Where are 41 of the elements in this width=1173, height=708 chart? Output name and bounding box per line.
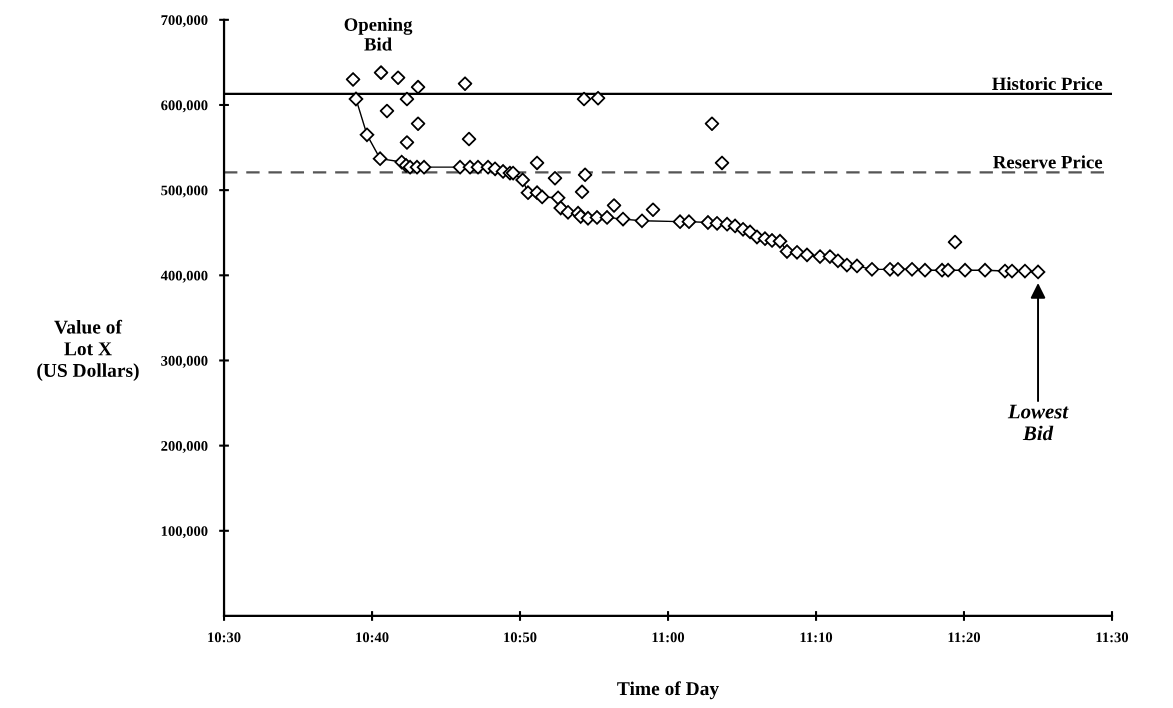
point — [399, 135, 415, 150]
point — [704, 116, 720, 131]
point — [714, 155, 730, 171]
point — [574, 184, 590, 200]
x-axis-title: Time of Day — [617, 681, 719, 700]
point — [577, 167, 593, 183]
point — [410, 116, 426, 131]
point — [547, 170, 563, 186]
x-tick-label: 10:50 — [504, 632, 537, 643]
x-tick-label: 11:00 — [652, 632, 685, 643]
y-tick-label: 500,000 — [161, 185, 208, 198]
y-tick-label: 300,000 — [161, 355, 208, 368]
annotation: Opening Bid — [344, 17, 413, 51]
y-tick-label: 400,000 — [160, 270, 208, 283]
point — [379, 103, 395, 119]
point — [606, 198, 622, 213]
x-tick-label: 11:30 — [1096, 632, 1129, 643]
point — [399, 91, 415, 107]
point — [645, 202, 661, 218]
y-axis-title: Value of Lot X (US Dollars) — [37, 319, 139, 381]
point — [590, 90, 606, 106]
x-tick-label: 10:30 — [208, 632, 241, 643]
annotation: Lowest Bid — [1007, 404, 1069, 441]
x-tick-label: 10:40 — [356, 632, 389, 643]
point — [529, 155, 545, 171]
point — [410, 79, 426, 95]
y-tick-label: 600,000 — [161, 100, 208, 113]
point — [461, 131, 477, 147]
point — [457, 76, 473, 91]
y-tick-label: 100,000 — [161, 526, 208, 539]
x-tick-label: 11:10 — [800, 632, 833, 643]
y-tick-label: 700,000 — [161, 15, 208, 28]
point — [576, 91, 592, 107]
point — [373, 65, 389, 80]
x-tick-label: 11:20 — [948, 632, 981, 643]
point — [947, 234, 963, 250]
point — [345, 72, 361, 87]
y-tick-label: 200,000 — [161, 441, 208, 453]
ref-line-label: Historic Price — [992, 76, 1103, 91]
ref-line-label: Reserve Price — [993, 155, 1103, 169]
point — [390, 70, 406, 86]
